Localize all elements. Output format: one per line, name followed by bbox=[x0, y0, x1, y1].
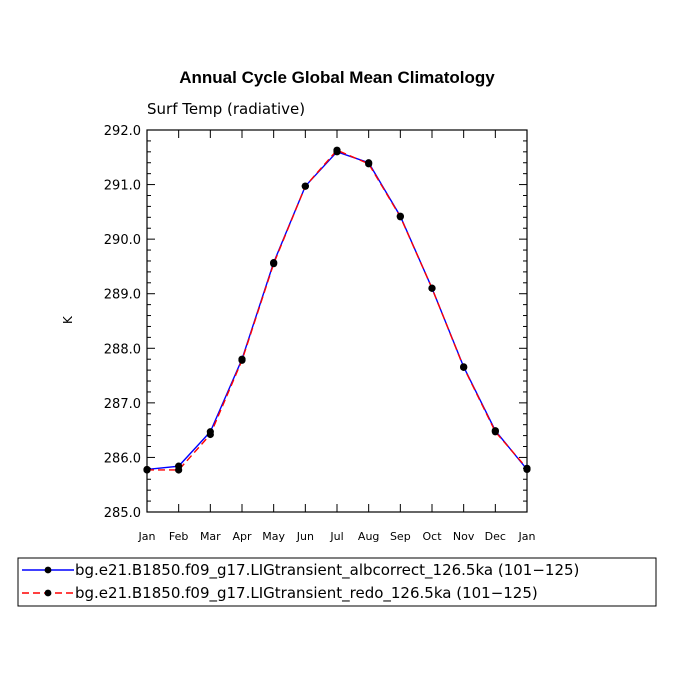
x-tick-label: Oct bbox=[422, 530, 442, 543]
x-tick-label: Nov bbox=[453, 530, 475, 543]
series-2-point bbox=[396, 213, 404, 221]
x-tick-label: Jul bbox=[329, 530, 343, 543]
y-tick-label: 288.0 bbox=[104, 342, 141, 357]
x-tick-label: Jan bbox=[138, 530, 156, 543]
x-tick-label: May bbox=[262, 530, 285, 543]
y-tick-label: 292.0 bbox=[104, 124, 141, 139]
legend-label-2: bg.e21.B1850.f09_g17.LIGtransient_redo_1… bbox=[75, 584, 538, 603]
x-tick-label: Aug bbox=[358, 530, 379, 543]
plot-area: 285.0 286.0 287.0 288.0 289.0 290.0 291.0 292.0… bbox=[104, 124, 536, 543]
x-tick-label: Sep bbox=[390, 530, 411, 543]
chart-subtitle: Surf Temp (radiative) bbox=[147, 100, 305, 118]
series-2-point bbox=[270, 260, 278, 268]
series-2-point bbox=[491, 428, 499, 436]
series-line-1 bbox=[146, 151, 528, 471]
series-2-point bbox=[238, 356, 246, 364]
series-2-point bbox=[143, 466, 151, 474]
plot-frame bbox=[146, 129, 528, 513]
y-axis-label: K bbox=[61, 315, 75, 324]
x-tick-label: Feb bbox=[169, 530, 188, 543]
legend-marker-2 bbox=[44, 589, 52, 597]
legend-marker-1 bbox=[44, 566, 52, 574]
series-2-point bbox=[460, 363, 468, 371]
series-2-point bbox=[301, 182, 309, 190]
x-tick-label: Dec bbox=[485, 530, 506, 543]
x-tick-label: Jun bbox=[296, 530, 314, 543]
y-tick-label: 287.0 bbox=[104, 397, 141, 412]
y-tick-label: 291.0 bbox=[104, 179, 141, 194]
series-2-point bbox=[523, 464, 531, 472]
legend-frame bbox=[17, 557, 657, 607]
x-tick-label: Jan bbox=[518, 530, 536, 543]
series-2-point bbox=[365, 160, 373, 168]
series-2-point bbox=[333, 146, 341, 154]
series-2-point bbox=[175, 466, 183, 474]
y-tick-label: 289.0 bbox=[104, 288, 141, 303]
legend: bg.e21.B1850.f09_g17.LIGtransient_albcor… bbox=[17, 557, 657, 607]
y-tick-label: 285.0 bbox=[104, 506, 141, 521]
series-line-2 bbox=[147, 149, 528, 471]
chart-title: Annual Cycle Global Mean Climatology bbox=[179, 68, 495, 87]
legend-label-1: bg.e21.B1850.f09_g17.LIGtransient_albcor… bbox=[75, 561, 579, 580]
x-tick-label: Mar bbox=[200, 530, 221, 543]
series-2-point bbox=[206, 430, 214, 439]
y-tick-label: 290.0 bbox=[104, 233, 141, 248]
series-2-point bbox=[428, 284, 436, 292]
y-tick-label: 286.0 bbox=[104, 451, 141, 466]
x-tick-label: Apr bbox=[232, 530, 252, 543]
